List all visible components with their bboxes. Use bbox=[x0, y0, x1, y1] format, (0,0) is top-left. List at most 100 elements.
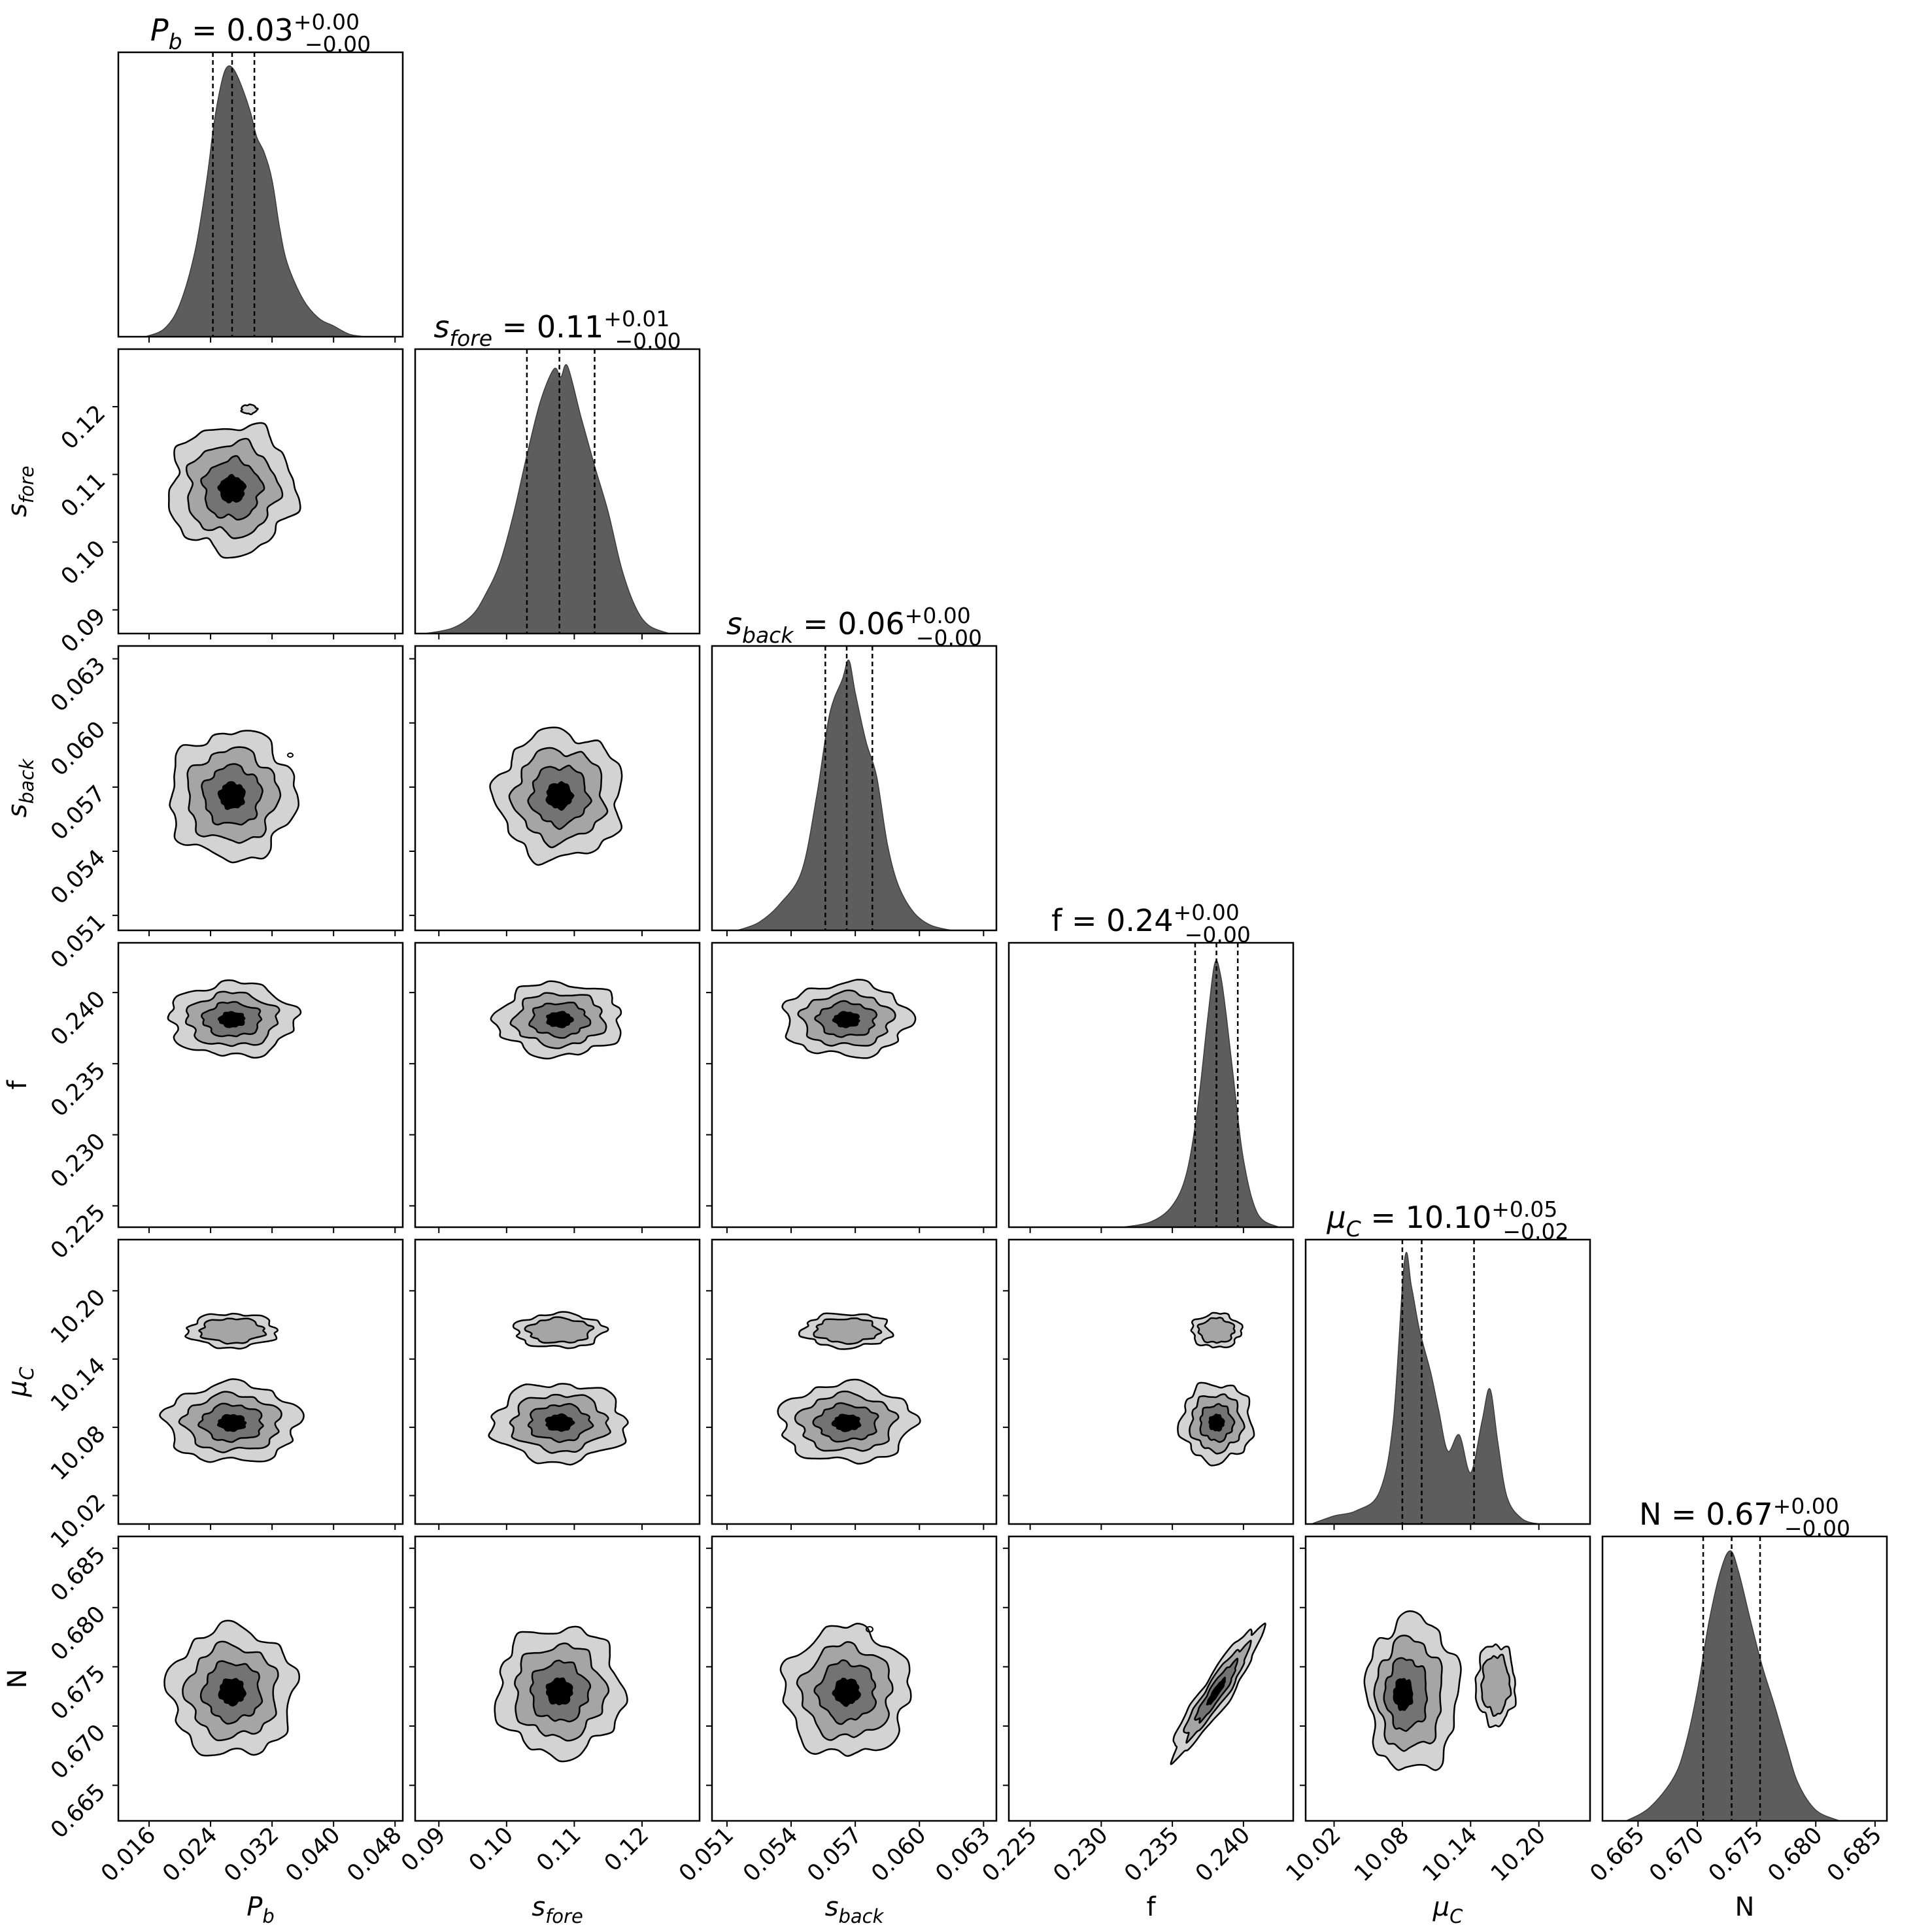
histogram-area bbox=[425, 364, 669, 634]
x-tick-label: 0.670 bbox=[1644, 1822, 1709, 1887]
x-tick-label: 0.685 bbox=[1822, 1822, 1887, 1887]
panel-frame bbox=[117, 941, 404, 1229]
x-tick-label: 0.230 bbox=[1049, 1822, 1113, 1887]
panel-frame bbox=[1304, 1238, 1591, 1525]
outlier-contour bbox=[287, 753, 294, 758]
contour-level-4 bbox=[545, 1677, 573, 1706]
x-axis-label-muC: μC bbox=[1432, 1892, 1463, 1927]
title-muC-subscript: C bbox=[1346, 1216, 1361, 1242]
xlabel-sback-subscript: back bbox=[838, 1905, 884, 1927]
y-tick-label: 0.230 bbox=[46, 1128, 110, 1193]
contour-panel-N-vs-sback bbox=[706, 1535, 998, 1827]
title-error-minus: −0.00 bbox=[305, 31, 371, 57]
x-tick-label: 0.09 bbox=[396, 1822, 450, 1876]
contour-level-2 bbox=[198, 1317, 267, 1345]
contour-level-2 bbox=[813, 1317, 883, 1345]
y-tick-label: 0.063 bbox=[46, 652, 110, 717]
xlabel-muC-subscript: C bbox=[1449, 1905, 1463, 1927]
panel-title-muC: μC = 10.10+0.05 −0.02 bbox=[1326, 1196, 1568, 1244]
y-tick-label: 0.12 bbox=[56, 400, 110, 454]
y-tick-label: 0.680 bbox=[46, 1601, 110, 1666]
title-N-symbol: N bbox=[1639, 1497, 1661, 1532]
y-axis-label-sback: sback bbox=[3, 758, 38, 817]
contour-level-4 bbox=[832, 1011, 860, 1028]
contour-level-2 bbox=[524, 1316, 595, 1344]
panel-title-N: N = 0.67+0.00 −0.00 bbox=[1639, 1493, 1850, 1541]
x-tick-label: 0.048 bbox=[342, 1822, 407, 1887]
title-error-minus: −0.00 bbox=[615, 328, 681, 354]
x-tick-label: 10.02 bbox=[1281, 1822, 1346, 1887]
title-error-plus: +0.00 bbox=[1773, 1493, 1839, 1519]
title-f-symbol: f bbox=[1051, 903, 1063, 938]
contour-level-2 bbox=[1480, 1653, 1512, 1718]
panel-frame bbox=[117, 51, 404, 338]
title-Pb-symbol: P bbox=[150, 12, 169, 48]
contour-level-4 bbox=[217, 1011, 246, 1028]
x-tick-label: 0.051 bbox=[674, 1822, 739, 1887]
x-tick-label: 0.675 bbox=[1704, 1822, 1769, 1887]
contour-level-4 bbox=[218, 1678, 246, 1707]
x-tick-label: 0.040 bbox=[280, 1822, 345, 1887]
x-tick-label: 0.225 bbox=[977, 1822, 1042, 1887]
y-tick-label: 0.060 bbox=[46, 717, 110, 781]
contour-level-2 bbox=[1196, 1317, 1236, 1344]
panel-frame bbox=[1008, 941, 1295, 1229]
y-tick-label: 0.10 bbox=[56, 535, 110, 590]
panel-frame bbox=[414, 1238, 701, 1525]
ylabel-f-symbol: f bbox=[3, 1080, 33, 1090]
x-tick-label: 10.20 bbox=[1486, 1822, 1551, 1887]
title-error-plus: +0.01 bbox=[603, 306, 669, 331]
x-tick-label: 10.14 bbox=[1418, 1822, 1483, 1887]
y-tick-label: 0.09 bbox=[56, 603, 110, 658]
panel-title-Pb: Pb = 0.03+0.00 −0.00 bbox=[150, 9, 371, 57]
ylabel-sfore-subscript: fore bbox=[16, 466, 38, 503]
contour-panel-f-vs-Pb bbox=[112, 941, 404, 1233]
title-error-minus: −0.00 bbox=[1185, 922, 1251, 947]
x-tick-label: 0.054 bbox=[738, 1822, 803, 1887]
panel-frame bbox=[117, 348, 404, 635]
x-tick-label: 10.08 bbox=[1349, 1822, 1414, 1887]
panel-frame bbox=[1008, 1238, 1295, 1525]
contour-level-4 bbox=[1208, 1414, 1225, 1432]
histogram-area bbox=[737, 659, 952, 931]
panel-frame bbox=[711, 1238, 998, 1525]
ylabel-N-symbol: N bbox=[3, 1669, 33, 1689]
ylabel-muC-subscript: C bbox=[16, 1366, 38, 1380]
ylabel-sback-subscript: back bbox=[16, 758, 38, 804]
contour-panel-sback-vs-Pb bbox=[112, 645, 404, 936]
title-error-minus: −0.00 bbox=[916, 625, 982, 651]
title-error-plus: +0.00 bbox=[1174, 900, 1240, 925]
contour-level-4 bbox=[216, 1414, 247, 1432]
panel-frame bbox=[117, 1535, 404, 1822]
histogram-area bbox=[144, 65, 365, 337]
x-axis-label-N: N bbox=[1735, 1892, 1755, 1922]
y-tick-label: 10.02 bbox=[46, 1489, 110, 1554]
y-tick-label: 0.240 bbox=[46, 986, 110, 1051]
x-tick-label: 0.11 bbox=[532, 1822, 586, 1876]
y-tick-label: 0.670 bbox=[46, 1720, 110, 1784]
panel-title-sback: sback = 0.06+0.00 −0.00 bbox=[726, 603, 982, 651]
y-tick-label: 10.20 bbox=[46, 1284, 110, 1349]
x-tick-label: 0.665 bbox=[1585, 1822, 1650, 1887]
y-tick-label: 0.665 bbox=[46, 1779, 110, 1844]
title-error-plus: +0.05 bbox=[1491, 1196, 1557, 1222]
xlabel-N-symbol: N bbox=[1735, 1892, 1755, 1922]
xlabel-Pb-symbol: P bbox=[246, 1892, 263, 1922]
panel-frame bbox=[711, 645, 998, 932]
xlabel-sfore-subscript: fore bbox=[545, 1905, 583, 1927]
contour-panel-muC-vs-sback bbox=[706, 1238, 998, 1530]
x-tick-label: 0.680 bbox=[1763, 1822, 1827, 1887]
panel-frame bbox=[711, 1535, 998, 1822]
panel-title-f: f = 0.24+0.00 −0.00 bbox=[1051, 900, 1251, 947]
contour-panel-sfore-vs-Pb bbox=[112, 348, 404, 639]
panel-frame bbox=[1304, 1535, 1591, 1822]
histogram-area bbox=[1624, 1550, 1840, 1822]
contour-level-4 bbox=[217, 473, 247, 503]
histogram-area bbox=[1122, 960, 1281, 1228]
panel-frame bbox=[414, 941, 701, 1229]
xlabel-Pb-subscript: b bbox=[262, 1905, 274, 1927]
panel-title-sfore: sfore = 0.11+0.01 −0.00 bbox=[433, 306, 681, 354]
contour-panel-sback-vs-sfore bbox=[409, 645, 701, 936]
contour-level-4 bbox=[545, 781, 575, 811]
contour-panel-muC-vs-Pb bbox=[112, 1238, 404, 1530]
